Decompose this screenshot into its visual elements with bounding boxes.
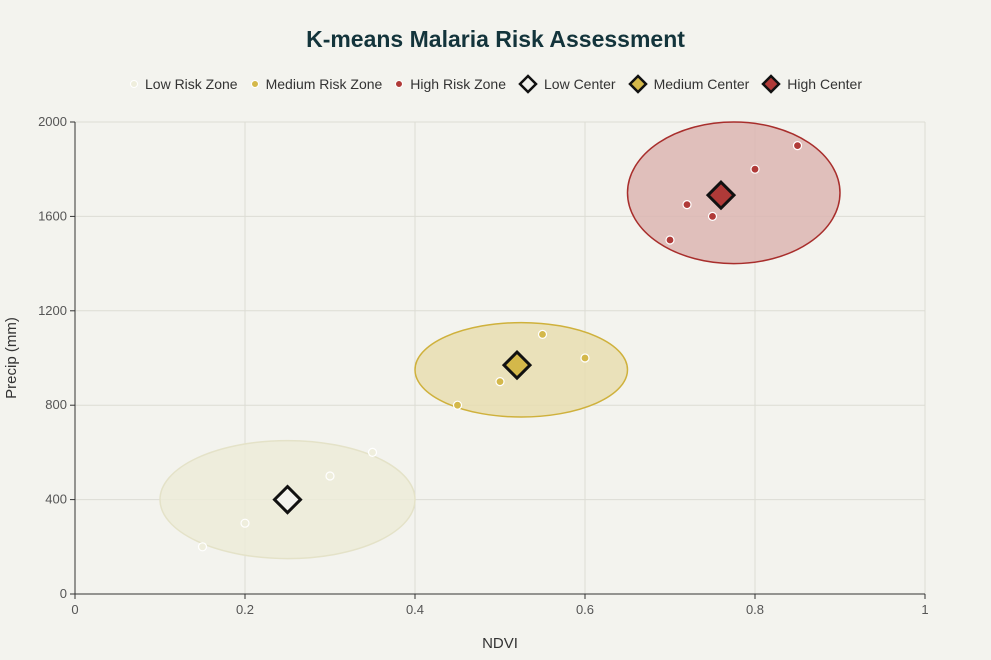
medium-risk-zone-point[interactable] bbox=[537, 329, 548, 339]
legend-label: Medium Center bbox=[653, 76, 750, 92]
y-axis-title: Precip (mm) bbox=[3, 317, 20, 399]
medium-risk-zone-point[interactable] bbox=[452, 400, 463, 410]
legend-circle-icon bbox=[250, 80, 259, 88]
legend-item-high-center[interactable]: High Center bbox=[761, 74, 862, 94]
high-center-marker[interactable] bbox=[705, 180, 737, 211]
x-tick-label: 0 bbox=[71, 602, 78, 617]
low-risk-zone-point[interactable] bbox=[240, 518, 250, 528]
low-risk-zone-point[interactable] bbox=[197, 542, 208, 552]
medium-risk-zone-point[interactable] bbox=[495, 377, 505, 387]
y-tick-label: 800 bbox=[45, 397, 67, 412]
low-center-marker[interactable] bbox=[272, 484, 303, 515]
legend-label: Low Risk Zone bbox=[145, 76, 238, 92]
x-tick-label: 0.6 bbox=[576, 602, 594, 617]
y-tick-label: 0 bbox=[60, 586, 67, 601]
legend: Low Risk Zone Medium Risk Zone High Risk… bbox=[0, 74, 991, 94]
x-tick-label: 0.4 bbox=[406, 602, 424, 617]
high-risk-zone-point[interactable] bbox=[792, 141, 803, 151]
x-axis-title: NDVI bbox=[482, 635, 518, 652]
high-risk-zone-point[interactable] bbox=[750, 164, 760, 174]
legend-item-medium-center[interactable]: Medium Center bbox=[627, 74, 750, 94]
low-risk-zone-point[interactable] bbox=[367, 447, 378, 457]
chart-title: K-means Malaria Risk Assessment bbox=[306, 26, 685, 52]
legend-label: Low Center bbox=[544, 76, 616, 92]
legend-label: High Center bbox=[787, 76, 862, 92]
legend-item-medium-zone[interactable]: Medium Risk Zone bbox=[250, 76, 383, 92]
low-risk-zone-point[interactable] bbox=[325, 471, 335, 481]
legend-diamond-icon bbox=[627, 74, 648, 94]
medium-center-marker[interactable] bbox=[501, 349, 533, 381]
legend-item-low-center[interactable]: Low Center bbox=[518, 74, 616, 94]
y-tick-label: 400 bbox=[45, 492, 67, 507]
legend-label: Medium Risk Zone bbox=[265, 76, 383, 92]
medium-risk-zone-point[interactable] bbox=[580, 353, 590, 363]
legend-circle-icon bbox=[395, 80, 404, 88]
high-risk-zone-point[interactable] bbox=[682, 200, 692, 210]
high-risk-zone-point[interactable] bbox=[707, 211, 718, 221]
x-tick-label: 0.2 bbox=[236, 602, 254, 617]
legend-label: High Risk Zone bbox=[410, 76, 506, 92]
x-tick-label: 1 bbox=[921, 602, 928, 617]
high-risk-zone-point[interactable] bbox=[665, 235, 675, 245]
legend-diamond-icon bbox=[761, 74, 782, 94]
y-tick-label: 1600 bbox=[38, 208, 67, 223]
legend-diamond-icon bbox=[518, 74, 538, 94]
legend-item-high-zone[interactable]: High Risk Zone bbox=[394, 76, 506, 92]
legend-circle-icon bbox=[130, 80, 138, 88]
y-tick-label: 2000 bbox=[38, 114, 67, 129]
legend-item-low-zone[interactable]: Low Risk Zone bbox=[129, 76, 238, 92]
y-tick-label: 1200 bbox=[38, 303, 67, 318]
x-tick-label: 0.8 bbox=[746, 602, 764, 617]
